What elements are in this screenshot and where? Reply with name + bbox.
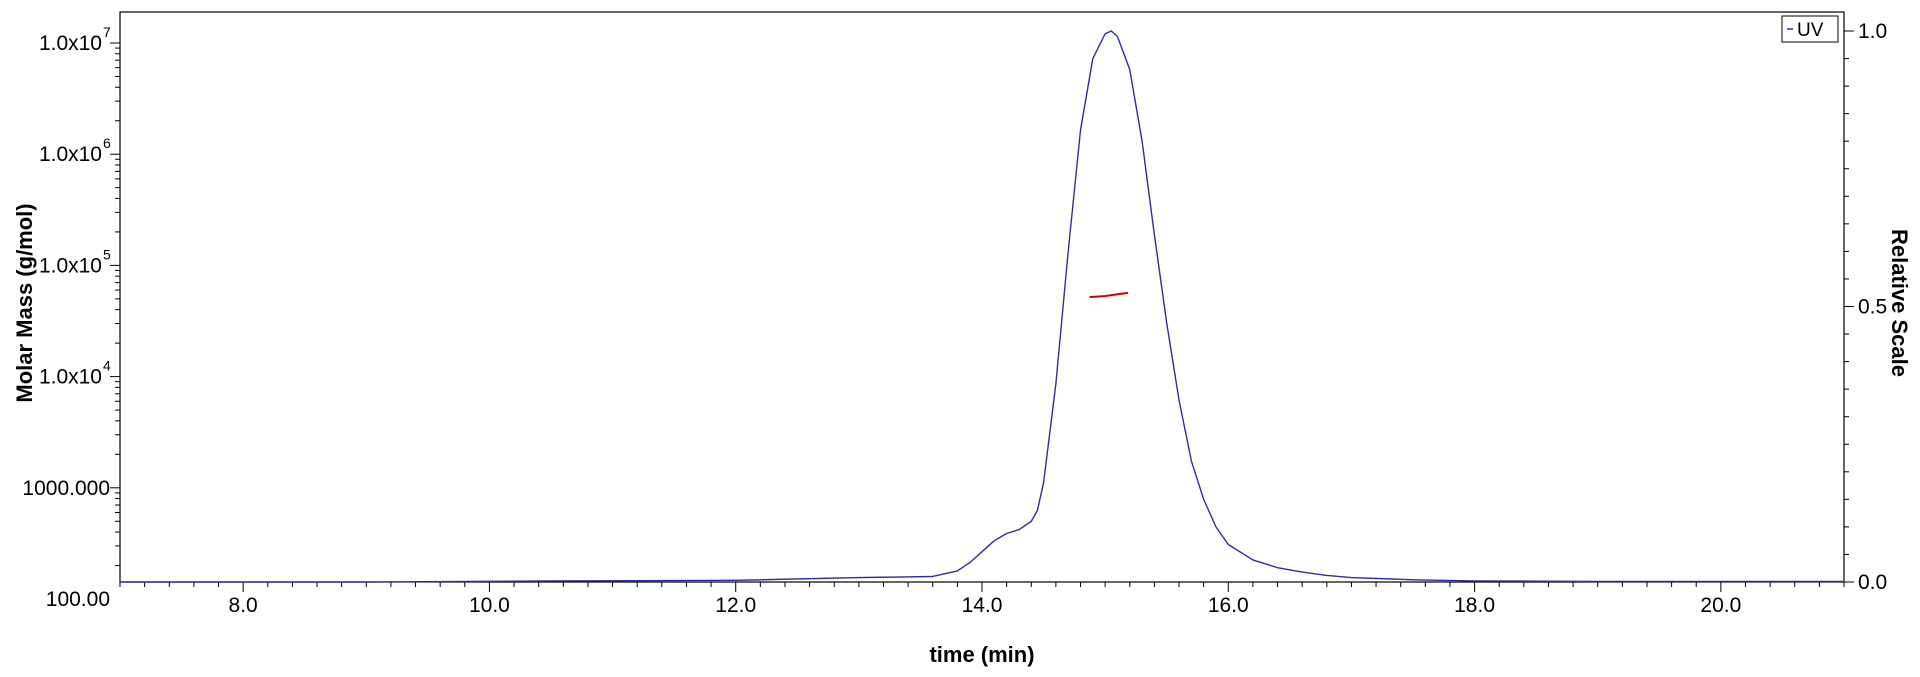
y2-tick-label: 0.5 (1858, 296, 1887, 319)
y-tick-exponent: 7 (103, 24, 111, 40)
molar-mass-series-line (1089, 291, 1129, 298)
y-tick-exponent: 4 (103, 358, 111, 374)
y-tick-label: 100.00 (46, 588, 110, 611)
y2-axis-title: Relative Scale (1887, 229, 1912, 377)
y2-tick-label: 1.0 (1858, 20, 1887, 43)
y-tick-label: 1.0x10 (39, 32, 102, 55)
plot-frame (119, 11, 1845, 583)
x-tick-label: 18.0 (1454, 594, 1495, 617)
y-tick-exponent: 5 (103, 246, 111, 262)
series-layer (119, 30, 1845, 583)
uv-series-line (119, 30, 1845, 583)
y-axis-left: 1.0x10 71.0x10 61.0x10 51.0x10 41000.000100.… (22, 24, 120, 611)
y-tick-label: 1.0x10 (39, 366, 102, 389)
y-axis-title: Molar Mass (g/mol) (12, 203, 37, 402)
x-tick-label: 14.0 (962, 594, 1003, 617)
y2-tick-label: 0.0 (1858, 571, 1887, 594)
y-tick-label: 1000.000 (22, 477, 110, 500)
legend: UV (1781, 15, 1839, 43)
y-axis-right: 0.0 0.5 1.0 (1844, 20, 1887, 594)
legend-label-uv: UV (1797, 20, 1824, 41)
y-tick-label: 1.0x10 (39, 254, 102, 277)
x-axis-title: time (min) (929, 642, 1034, 667)
x-tick-label: 8.0 (229, 594, 258, 617)
x-tick-label: 12.0 (715, 594, 756, 617)
y-tick-exponent: 6 (103, 135, 111, 151)
y-tick-label: 1.0x10 (39, 143, 102, 166)
x-tick-label: 20.0 (1700, 594, 1741, 617)
x-axis: 8.0 10.0 12.0 14.0 16.0 18.0 20.0 (119, 582, 1845, 617)
x-tick-label: 10.0 (469, 594, 510, 617)
x-tick-label: 16.0 (1208, 594, 1249, 617)
